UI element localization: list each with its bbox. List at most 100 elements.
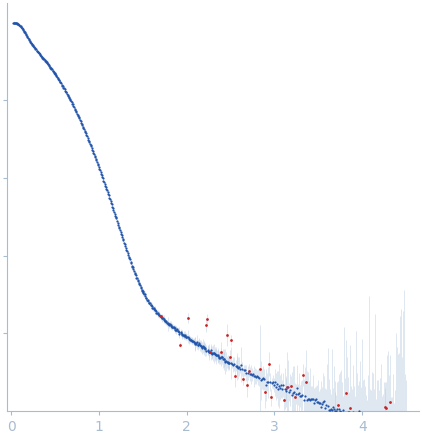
Point [151,305,157,312]
Point [325,406,332,413]
Point [91,152,98,159]
Point [279,382,286,388]
Point [88,145,95,152]
Point [401,426,408,433]
Point [385,420,392,427]
Point [54,75,61,82]
Point [22,29,28,36]
Point [208,349,215,356]
Point [176,328,182,335]
Point [146,300,153,307]
Point [288,383,295,390]
Point [157,312,163,319]
Point [343,389,350,396]
Point [215,352,222,359]
Point [357,416,364,423]
Point [15,21,22,28]
Point [199,344,206,351]
Point [30,44,37,51]
Point [397,423,403,430]
Point [205,346,211,353]
Point [273,381,280,388]
Point [112,212,119,219]
Point [122,245,129,252]
Point [281,385,288,392]
Point [58,80,65,87]
Point [179,330,186,337]
Point [255,374,262,381]
Point [260,375,266,382]
Point [369,430,376,437]
Point [282,386,289,393]
Point [346,409,353,416]
Point [295,391,302,398]
Point [30,42,36,49]
Point [201,343,208,350]
Point [335,401,342,408]
Point [147,301,154,308]
Point [313,395,319,402]
Point [168,323,175,330]
Point [319,399,326,406]
Point [203,322,209,329]
Point [393,424,400,431]
Point [28,40,35,47]
Point [86,139,93,146]
Point [177,341,184,348]
Point [299,392,306,399]
Point [154,309,160,316]
Point [294,385,300,392]
Point [145,298,151,305]
Point [31,44,38,51]
Point [235,364,242,371]
Point [274,385,281,392]
Point [143,295,150,302]
Point [366,419,373,426]
Point [47,64,54,71]
Point [353,416,360,423]
Point [227,336,234,343]
Point [245,369,252,376]
Point [83,132,90,139]
Point [202,346,209,353]
Point [194,339,200,346]
Point [171,325,178,332]
Point [296,390,303,397]
Point [158,314,165,321]
Point [314,399,320,406]
Point [166,321,173,328]
Point [16,22,23,29]
Point [61,84,68,91]
Point [104,189,111,196]
Point [372,423,379,430]
Point [388,423,395,430]
Point [175,328,181,335]
Point [115,221,122,228]
Point [375,421,382,428]
Point [59,82,66,89]
Point [284,384,291,391]
Point [74,111,81,118]
Point [115,223,122,230]
Point [12,20,19,27]
Point [297,392,303,399]
Point [192,340,199,347]
Point [10,19,16,26]
Point [80,124,87,131]
Point [56,77,63,84]
Point [222,357,228,364]
Point [149,304,156,311]
Point [337,408,344,415]
Point [46,63,53,70]
Point [198,343,205,350]
Point [272,383,279,390]
Point [360,416,367,423]
Point [77,118,84,125]
Point [136,281,143,288]
Point [227,360,234,367]
Point [303,378,309,385]
Point [104,187,111,194]
Point [98,170,105,177]
Point [342,411,349,418]
Point [365,416,372,423]
